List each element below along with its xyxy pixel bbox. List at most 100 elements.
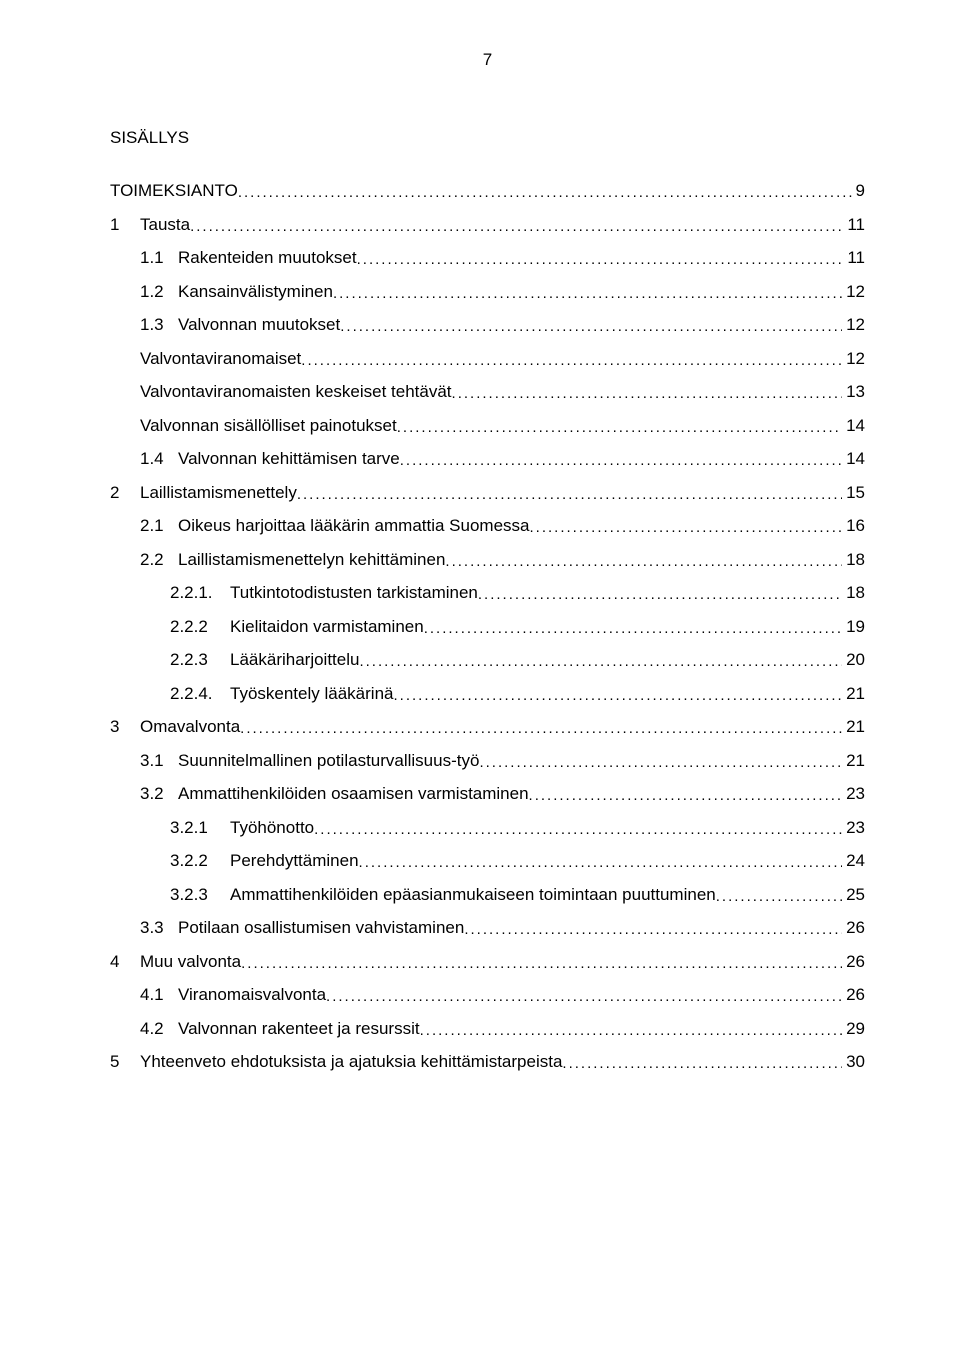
toc-entry-text: Laillistamismenettely (140, 480, 297, 506)
toc-entry-page: 26 (842, 982, 865, 1008)
toc-entry-label: 3.2 (140, 781, 178, 807)
toc-entry-text: Valvontaviranomaiset (140, 346, 301, 372)
toc-entry-label: 4.2 (140, 1016, 178, 1042)
toc-entry-page: 13 (842, 379, 865, 405)
toc-entry-page: 23 (842, 781, 865, 807)
toc-row: 2.2.1.Tutkintotodistusten tarkistaminen … (110, 580, 865, 606)
toc-entry-text: Yhteenveto ehdotuksista ja ajatuksia keh… (140, 1049, 562, 1075)
toc-entry-text: Kielitaidon varmistaminen (230, 614, 424, 640)
toc-entry-text: Omavalvonta (140, 714, 240, 740)
toc-leader-dots (314, 819, 842, 842)
toc-entry-label: 1.2 (140, 279, 178, 305)
toc-leader-dots (393, 685, 842, 708)
toc-row: 2.2.2Kielitaidon varmistaminen 19 (110, 614, 865, 640)
toc-entry-text: Ammattihenkilöiden osaamisen varmistamin… (178, 781, 529, 807)
toc-entry-page: 30 (842, 1049, 865, 1075)
toc-entry-page: 9 (852, 178, 865, 204)
toc-leader-dots (357, 249, 844, 272)
toc-leader-dots (479, 752, 842, 775)
toc-entry-text: Työskentely lääkärinä (230, 681, 393, 707)
toc-row: TOIMEKSIANTO 9 (110, 178, 865, 204)
toc-leader-dots (190, 216, 843, 239)
toc-entry-text: Perehdyttäminen (230, 848, 359, 874)
toc-entry-label: 2.2.4. (170, 681, 230, 707)
toc-row: 3.2Ammattihenkilöiden osaamisen varmista… (110, 781, 865, 807)
toc-entry-page: 21 (842, 681, 865, 707)
toc-leader-dots (297, 484, 842, 507)
toc-leader-dots (464, 919, 842, 942)
toc-entry-label: 3.2.1 (170, 815, 230, 841)
toc-entry-text: Työhönotto (230, 815, 314, 841)
toc-entry-label: 3.2.3 (170, 882, 230, 908)
toc-entry-page: 21 (842, 714, 865, 740)
toc-entry-text: Valvonnan muutokset (178, 312, 340, 338)
toc-leader-dots (716, 886, 842, 909)
toc-row: 2.2.4.Työskentely lääkärinä 21 (110, 681, 865, 707)
toc-entry-label: 2.2.3 (170, 647, 230, 673)
toc-entry-page: 26 (842, 949, 865, 975)
toc-row: 1.1Rakenteiden muutokset 11 (110, 245, 865, 271)
toc-entry-page: 11 (843, 212, 865, 238)
toc-entry-page: 20 (842, 647, 865, 673)
toc-entry-text: TOIMEKSIANTO (110, 178, 238, 204)
toc-row: 3.2.2Perehdyttäminen 24 (110, 848, 865, 874)
toc-row: 3.2.3Ammattihenkilöiden epäasianmukaisee… (110, 882, 865, 908)
toc-entry-page: 29 (842, 1016, 865, 1042)
toc-entry-text: Oikeus harjoittaa lääkärin ammattia Suom… (178, 513, 530, 539)
toc-entry-text: Laillistamismenettelyn kehittäminen (178, 547, 445, 573)
toc-entry-label: 3 (110, 714, 140, 740)
toc-entry-label: 4.1 (140, 982, 178, 1008)
toc-entry-page: 15 (842, 480, 865, 506)
toc-entry-page: 12 (842, 346, 865, 372)
toc-leader-dots (359, 852, 843, 875)
toc-leader-dots (340, 316, 842, 339)
toc-row: 1.4Valvonnan kehittämisen tarve 14 (110, 446, 865, 472)
toc-entry-text: Rakenteiden muutokset (178, 245, 357, 271)
toc-leader-dots (420, 1020, 842, 1043)
toc-entry-page: 14 (842, 413, 865, 439)
toc-leader-dots (333, 283, 842, 306)
toc-entry-label: 3.2.2 (170, 848, 230, 874)
toc-entry-page: 12 (842, 279, 865, 305)
toc-row: 2.1Oikeus harjoittaa lääkärin ammattia S… (110, 513, 865, 539)
toc-row: 2.2Laillistamismenettelyn kehittäminen 1… (110, 547, 865, 573)
toc-leader-dots (397, 417, 842, 440)
toc-row: 3.2.1Työhönotto 23 (110, 815, 865, 841)
toc-row: 2.2.3Lääkäriharjoittelu 20 (110, 647, 865, 673)
toc-leader-dots (359, 651, 842, 674)
toc-entry-text: Potilaan osallistumisen vahvistaminen (178, 915, 464, 941)
toc-row: 4.1Viranomaisvalvonta 26 (110, 982, 865, 1008)
toc-row: 1.3Valvonnan muutokset 12 (110, 312, 865, 338)
toc-entry-label: 3.3 (140, 915, 178, 941)
toc-entry-text: Tutkintotodistusten tarkistaminen (230, 580, 478, 606)
toc-leader-dots (301, 350, 842, 373)
toc-row: Valvontaviranomaisten keskeiset tehtävät… (110, 379, 865, 405)
toc-entry-page: 25 (842, 882, 865, 908)
toc-entry-page: 12 (842, 312, 865, 338)
toc-entry-label: 2.2 (140, 547, 178, 573)
toc-entry-text: Viranomaisvalvonta (178, 982, 326, 1008)
toc-entry-label: 3.1 (140, 748, 178, 774)
toc-list: TOIMEKSIANTO 91Tausta 111.1Rakenteiden m… (110, 178, 865, 1075)
toc-entry-label: 4 (110, 949, 140, 975)
toc-row: 1.2Kansainvälistyminen 12 (110, 279, 865, 305)
toc-row: 3Omavalvonta 21 (110, 714, 865, 740)
toc-leader-dots (400, 450, 842, 473)
toc-leader-dots (562, 1053, 842, 1076)
toc-row: 2Laillistamismenettely 15 (110, 480, 865, 506)
toc-entry-label: 1.4 (140, 446, 178, 472)
toc-row: 5Yhteenveto ehdotuksista ja ajatuksia ke… (110, 1049, 865, 1075)
toc-entry-page: 14 (842, 446, 865, 472)
toc-entry-text: Valvontaviranomaisten keskeiset tehtävät (140, 379, 452, 405)
toc-leader-dots (530, 517, 843, 540)
toc-entry-label: 2.2.2 (170, 614, 230, 640)
toc-entry-page: 26 (842, 915, 865, 941)
toc-entry-text: Valvonnan kehittämisen tarve (178, 446, 400, 472)
toc-entry-label: 1.3 (140, 312, 178, 338)
toc-entry-text: Kansainvälistyminen (178, 279, 333, 305)
toc-entry-text: Muu valvonta (140, 949, 241, 975)
toc-entry-page: 21 (842, 748, 865, 774)
toc-row: 4.2Valvonnan rakenteet ja resurssit 29 (110, 1016, 865, 1042)
toc-entry-label: 2 (110, 480, 140, 506)
toc-entry-text: Valvonnan rakenteet ja resurssit (178, 1016, 420, 1042)
